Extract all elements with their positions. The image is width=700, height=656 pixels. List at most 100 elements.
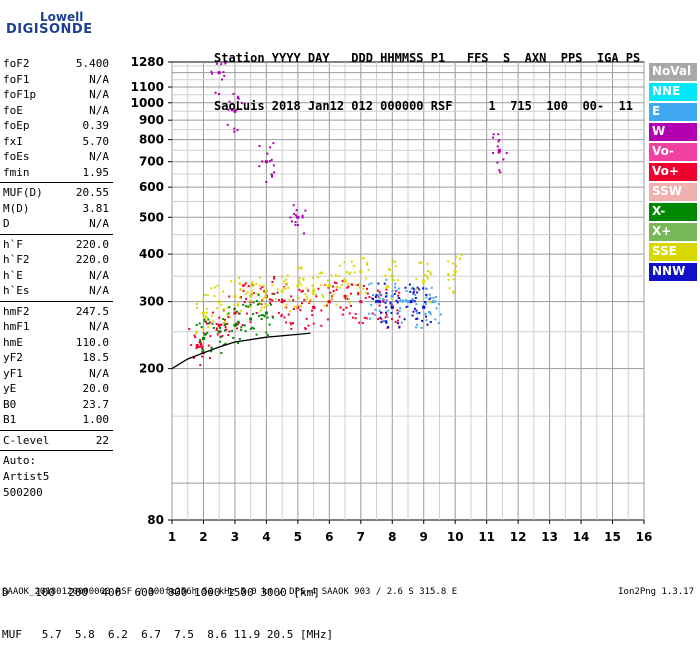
data-point (366, 287, 369, 290)
auto-line: Artist5 (3, 470, 50, 483)
data-point (193, 334, 196, 337)
data-point (367, 268, 370, 271)
param-value: 247.5 (75, 304, 109, 318)
data-point (333, 281, 336, 284)
data-point (412, 310, 415, 313)
x-tick-label: 3 (231, 530, 239, 544)
data-point (215, 62, 218, 65)
x-tick-label: 8 (388, 530, 396, 544)
data-point (400, 321, 403, 324)
param-name: MUF(D) (3, 186, 43, 199)
data-point (266, 304, 269, 307)
data-point (235, 322, 238, 325)
data-point (201, 311, 205, 315)
param-name: foF1p (3, 88, 37, 101)
data-point (338, 275, 341, 278)
header-line1: Station YYYY DAY DDD HHMMSS P1 FFS S AXN… (214, 51, 641, 65)
data-point (219, 340, 222, 343)
data-point (404, 286, 407, 289)
data-point (382, 319, 385, 322)
data-point (398, 291, 401, 294)
data-point (368, 283, 371, 286)
data-point (420, 261, 423, 264)
data-point (349, 305, 352, 308)
data-point (306, 298, 309, 301)
data-point (203, 316, 206, 319)
data-point (229, 316, 232, 319)
data-point (335, 288, 338, 291)
data-point (426, 270, 429, 273)
y-tick-label: 600 (139, 180, 164, 194)
muf-table-distances: D 100 200 400 600 800 1000 1500 3000 [km… (2, 586, 320, 599)
data-point (307, 289, 310, 292)
data-point (420, 326, 423, 329)
data-point (329, 291, 332, 294)
data-point (498, 139, 501, 142)
data-point (370, 282, 373, 285)
data-point (325, 304, 328, 307)
data-point (245, 305, 248, 308)
data-point (397, 296, 400, 299)
data-point (349, 271, 352, 274)
data-point (428, 298, 431, 301)
data-point (259, 302, 262, 305)
data-point (273, 171, 276, 174)
data-point (384, 316, 387, 319)
data-point (246, 291, 249, 294)
data-point (335, 303, 338, 306)
data-point (212, 326, 215, 329)
data-point (290, 323, 293, 326)
data-point (377, 282, 380, 285)
x-tick-label: 2 (199, 530, 207, 544)
data-point (218, 93, 221, 96)
data-point (408, 283, 411, 286)
data-point (399, 307, 402, 310)
param-row: fmin 1.95 (0, 165, 113, 181)
param-value: 5.400 (75, 57, 109, 70)
data-point (256, 292, 259, 295)
data-point (233, 280, 236, 283)
data-point (335, 282, 338, 285)
data-point (208, 321, 211, 324)
y-tick-label: 200 (139, 362, 164, 376)
data-point (406, 305, 409, 308)
param-value: 20.0 (82, 382, 110, 395)
data-point (204, 293, 207, 296)
data-point (452, 290, 455, 293)
data-point (424, 287, 427, 290)
data-point (426, 262, 429, 265)
data-point (307, 324, 310, 327)
data-point (263, 290, 266, 293)
data-point (394, 260, 397, 263)
data-point (282, 286, 285, 289)
data-point (300, 284, 303, 287)
param-row: hmE 110.0 (0, 335, 113, 351)
data-point (320, 309, 323, 312)
param-row: h`F 220.0 (0, 237, 113, 253)
data-point (205, 307, 208, 310)
data-point (224, 326, 227, 329)
data-point (197, 346, 200, 349)
data-point (409, 300, 413, 304)
data-point (324, 300, 327, 303)
data-point (385, 292, 388, 295)
data-point (226, 322, 229, 325)
param-value: N/A (89, 366, 109, 380)
footer-info: SAAOK_20180120000000.RSF / 300fx256h 50 … (2, 587, 458, 597)
data-point (304, 328, 307, 331)
data-point (198, 322, 201, 325)
param-row-clevel: C-level 22 (0, 433, 113, 449)
data-point (386, 315, 389, 318)
data-point (424, 312, 427, 315)
data-point (426, 323, 429, 326)
data-point (206, 311, 209, 314)
data-point (295, 209, 298, 212)
data-point (244, 330, 247, 333)
data-point (427, 311, 430, 314)
logo-line1: Lowell (40, 10, 84, 24)
param-name: hmF1 (3, 320, 30, 333)
data-point (317, 276, 320, 279)
data-point (225, 313, 228, 316)
data-point (416, 291, 419, 294)
data-point (217, 300, 221, 304)
